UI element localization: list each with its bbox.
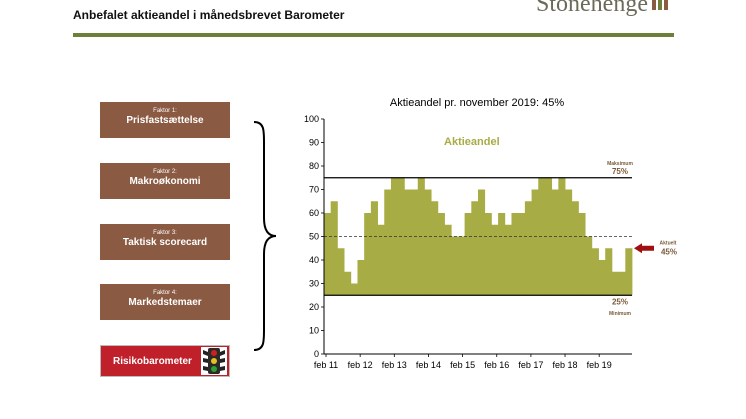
maximum-label: Maksimum [607, 161, 633, 167]
bar [518, 213, 526, 296]
bar [357, 260, 365, 296]
left-arrow-icon [634, 243, 654, 254]
bar [404, 189, 412, 296]
bar [585, 236, 593, 296]
factor-name: Taktisk scorecard [122, 237, 208, 248]
bar [544, 177, 553, 296]
bar [598, 260, 606, 296]
bar [377, 224, 385, 296]
factor-box-1: Faktor 1: Prisfastsættelse [100, 102, 230, 138]
y-tick-label: 60 [309, 208, 319, 218]
x-tick-label: feb 11 [314, 360, 338, 370]
factor-box-3: Faktor 3: Taktisk scorecard [100, 224, 230, 260]
bar [457, 236, 466, 296]
y-tick-label: 100 [304, 114, 319, 124]
current-value-label: 45% [661, 247, 677, 256]
y-tick-label: 40 [309, 255, 319, 265]
current-label: Aktuelt [660, 240, 677, 246]
bar [471, 201, 479, 296]
bar [344, 271, 352, 296]
brand-name: Stonehenge [536, 0, 648, 17]
factor-name: Makroøkonomi [129, 176, 201, 187]
x-tick-label: feb 19 [587, 360, 612, 370]
x-tick-label: feb 16 [484, 360, 509, 370]
bar [591, 248, 599, 296]
equity-share-chart: Aktieandel pr. november 2019: 45% 0 10 20 3… [304, 97, 677, 370]
bar [324, 213, 332, 296]
y-tick-label: 70 [309, 185, 319, 195]
y-tick-label: 0 [314, 349, 319, 359]
bar [451, 236, 459, 296]
bar [464, 213, 472, 296]
chart-title: Aktieandel pr. november 2019: 45% [390, 97, 565, 109]
bar [565, 189, 573, 296]
risk-barometer-box: Risikobarometer [100, 345, 230, 377]
bar [618, 271, 626, 296]
bar [444, 224, 452, 296]
y-tick-label: 20 [309, 302, 319, 312]
factor-number: Faktor 4: [153, 290, 177, 296]
bar [511, 213, 519, 296]
y-tick-label: 30 [309, 279, 319, 289]
factor-number: Faktor 1: [153, 108, 177, 114]
bar [478, 189, 486, 296]
x-tick-label: feb 12 [348, 360, 373, 370]
bar [504, 224, 512, 296]
maximum-value-label: 75% [612, 167, 628, 176]
bar [370, 201, 378, 296]
y-tick-label: 10 [309, 326, 319, 336]
factor-number: Faktor 3: [153, 230, 177, 236]
bar [625, 248, 633, 296]
bar [524, 201, 532, 296]
y-tick-label: 80 [309, 161, 319, 171]
header-rule [73, 33, 674, 37]
traffic-light-icon [201, 347, 227, 375]
bar [605, 248, 613, 296]
curly-brace-icon [253, 121, 277, 351]
bar [330, 201, 338, 296]
factor-name: Markedstemaer [128, 297, 202, 308]
factor-name: Prisfastsættelse [126, 115, 204, 126]
bar [437, 213, 445, 296]
bar [411, 189, 419, 296]
bar [431, 201, 439, 296]
x-tick-label: feb 13 [382, 360, 407, 370]
risk-barometer-label: Risikobarometer [113, 356, 192, 367]
page-title: Anbefalet aktieandel i månedsbrevet Baro… [73, 8, 345, 22]
bar [364, 213, 372, 296]
x-tick-label: feb 15 [450, 360, 475, 370]
factor-box-4: Faktor 4: Markedstemaer [100, 284, 230, 320]
y-tick-label: 50 [309, 232, 319, 242]
x-tick-label: feb 17 [518, 360, 543, 370]
x-tick-label: feb 18 [553, 360, 578, 370]
x-tick-label: feb 14 [416, 360, 441, 370]
bar [484, 213, 492, 296]
stonehenge-logo-icon [652, 0, 668, 10]
minimum-label: Minimum [609, 311, 631, 317]
bar [491, 224, 499, 296]
bar [611, 271, 620, 296]
bar [424, 189, 432, 296]
minimum-value-label: 25% [612, 298, 628, 307]
series-label: Aktieandel [444, 136, 500, 148]
bar [337, 248, 345, 296]
bar [551, 189, 559, 296]
bar [578, 213, 586, 296]
bar [571, 201, 579, 296]
factor-number: Faktor 2: [153, 169, 177, 175]
bar [531, 189, 539, 296]
y-tick-label: 90 [309, 138, 319, 148]
bar [350, 283, 358, 296]
factor-box-2: Faktor 2: Makroøkonomi [100, 163, 230, 199]
bar [498, 213, 506, 296]
bar [384, 189, 392, 296]
